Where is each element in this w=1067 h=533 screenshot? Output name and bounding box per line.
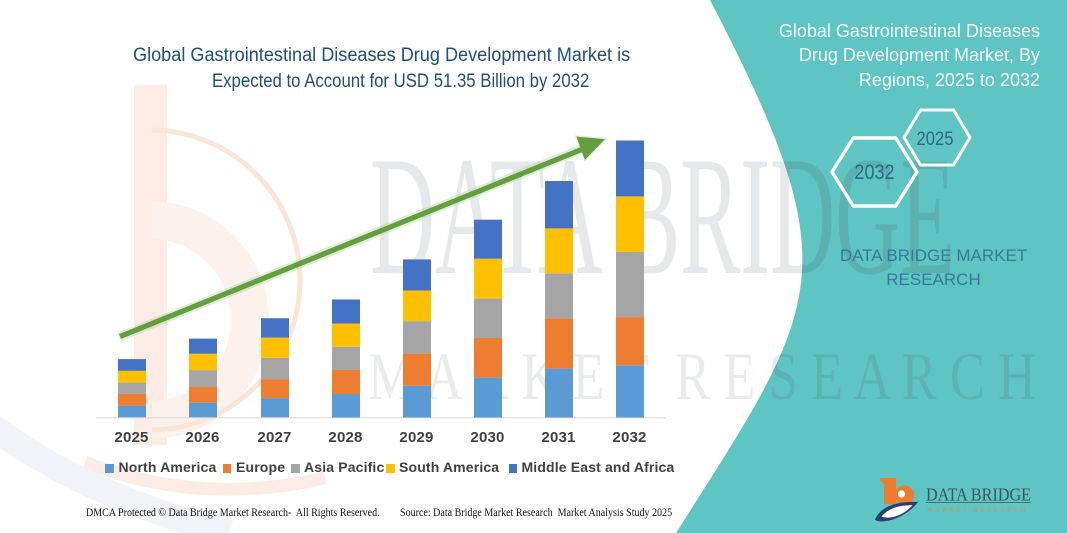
svg-text:DATA BRIDGE: DATA BRIDGE bbox=[370, 122, 955, 310]
svg-text:MARKET RESEARCH: MARKET RESEARCH bbox=[927, 507, 1028, 514]
svg-text:DATA BRIDGE: DATA BRIDGE bbox=[926, 485, 1031, 505]
